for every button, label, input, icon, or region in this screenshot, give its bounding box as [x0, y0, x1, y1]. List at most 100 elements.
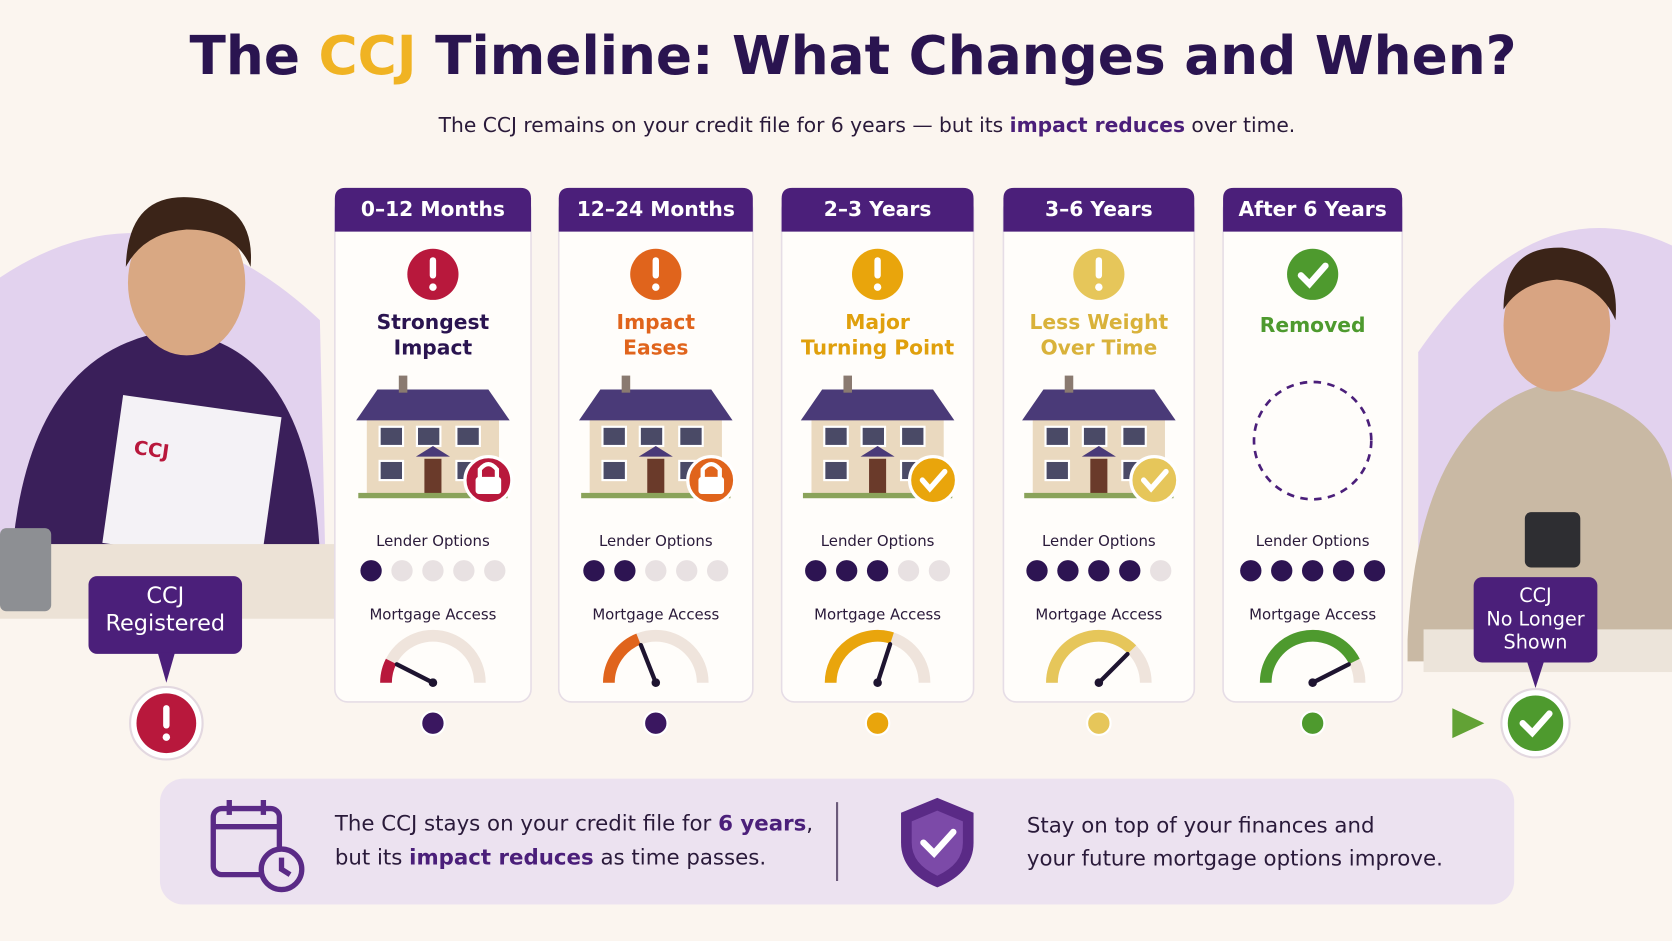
start-callout-pointer [157, 652, 175, 683]
lender-dot-filled [1240, 560, 1262, 582]
house-roof [356, 389, 510, 421]
house-window [378, 459, 405, 482]
house-window [638, 425, 665, 448]
stage-status: Turning Point [801, 335, 954, 359]
lender-dot-filled [614, 560, 636, 582]
gauge-needle [875, 642, 893, 685]
shield-icon [901, 797, 974, 888]
lender-dot-filled [866, 560, 889, 582]
check-mark [919, 468, 948, 493]
start-marker-mark [163, 705, 170, 729]
lender-dot-empty [706, 560, 729, 582]
timeline-node [1086, 710, 1112, 737]
stage-status: Removed [1260, 313, 1366, 337]
start-marker-dot [162, 733, 171, 741]
lender-dot-filled [1363, 560, 1386, 582]
house-window [860, 425, 887, 448]
house-window [1081, 425, 1108, 448]
end-marker-check [1519, 710, 1553, 738]
lender-dot-filled [1088, 560, 1110, 582]
lender-dot-empty [484, 560, 506, 582]
house-roof [1022, 389, 1176, 421]
house-porch [860, 445, 895, 457]
status-icon-dot [1095, 283, 1103, 291]
status-icon-dot [873, 283, 882, 291]
gauge-fill [603, 633, 641, 683]
stage-tab [1223, 187, 1403, 232]
house-window [1044, 459, 1071, 482]
status-icon-mark [1095, 257, 1103, 279]
lender-options-label: Lender Options [821, 532, 935, 550]
mortgage-access-label: Mortgage Access [592, 606, 719, 624]
lock-shackle [477, 461, 500, 478]
stage-period: 2–3 Years [824, 197, 932, 221]
text-segment: , [806, 812, 813, 837]
house-window [455, 425, 481, 448]
lender-dot-filled [360, 560, 382, 582]
status-icon-dot [652, 283, 660, 291]
stage-period: 3–6 Years [1045, 197, 1153, 221]
lender-dot-empty [453, 560, 475, 582]
mortgage-access-label: Mortgage Access [369, 606, 496, 624]
mortgage-access-label: Mortgage Access [814, 606, 941, 624]
stage-tab [558, 187, 753, 232]
stage-period: After 6 Years [1238, 197, 1386, 221]
status-icon-mark [429, 257, 437, 279]
gauge-needle [638, 642, 658, 685]
lender-dot-filled [1271, 560, 1293, 582]
house-badge [1129, 455, 1180, 506]
text-segment: The CCJ remains on your credit file for … [438, 113, 1010, 137]
stage-status: Strongest [377, 310, 490, 334]
end-label: No Longer [1486, 607, 1584, 630]
house-porch [415, 445, 450, 457]
lender-dot-filled [1026, 560, 1048, 582]
lender-options-label: Lender Options [376, 532, 490, 550]
lender-dot-filled [583, 560, 605, 582]
timeline-node [864, 710, 891, 737]
text-segment: but its [335, 846, 409, 871]
house-ground [358, 492, 508, 499]
text-segment: The [190, 25, 319, 87]
stage-status: Impact [617, 310, 696, 334]
stage-period: 0–12 Months [361, 197, 505, 221]
house-window [678, 425, 704, 448]
house-window [601, 425, 627, 448]
lender-dot-empty [1150, 560, 1172, 582]
house-window [601, 459, 627, 482]
gauge-fill [1046, 629, 1137, 683]
house-chimney [398, 375, 408, 393]
lender-dot-filled [1057, 560, 1079, 582]
status-icon-mark [652, 257, 659, 279]
gauge-fill [380, 658, 397, 684]
gauge-needle [394, 662, 436, 685]
end-marker [1507, 695, 1564, 751]
house-ground [802, 492, 953, 499]
lock-body [698, 476, 725, 494]
footer-note: Stay on top of your finances and [1027, 814, 1375, 839]
lender-dot-empty [897, 560, 920, 582]
footer-note: but its impact reduces as time passes. [335, 846, 766, 871]
house-porch [638, 445, 673, 457]
lock-body [475, 476, 502, 494]
timeline-arrow [1452, 708, 1485, 739]
svg-text:CCJ: CCJ [132, 436, 170, 464]
status-icon-mark [1297, 262, 1329, 289]
mortgage-access-label: Mortgage Access [1249, 606, 1376, 624]
stage-tab [781, 187, 974, 232]
gauge-needle [1310, 662, 1351, 685]
timeline-node [420, 710, 446, 737]
status-icon-mark [874, 257, 881, 279]
text-segment: 6 years [718, 812, 806, 837]
removed-placeholder [1252, 380, 1373, 501]
lender-options-label: Lender Options [599, 532, 713, 550]
lender-dot-empty [391, 560, 413, 582]
house-window [823, 459, 849, 482]
gauge-needle [1096, 651, 1130, 685]
lock-shackle [700, 461, 722, 478]
text-segment: your future mortgage options improve. [1027, 847, 1443, 872]
house-window [378, 425, 405, 448]
status-icon [1287, 248, 1339, 300]
lender-options-label: Lender Options [1256, 532, 1370, 550]
house-roof [800, 389, 955, 421]
